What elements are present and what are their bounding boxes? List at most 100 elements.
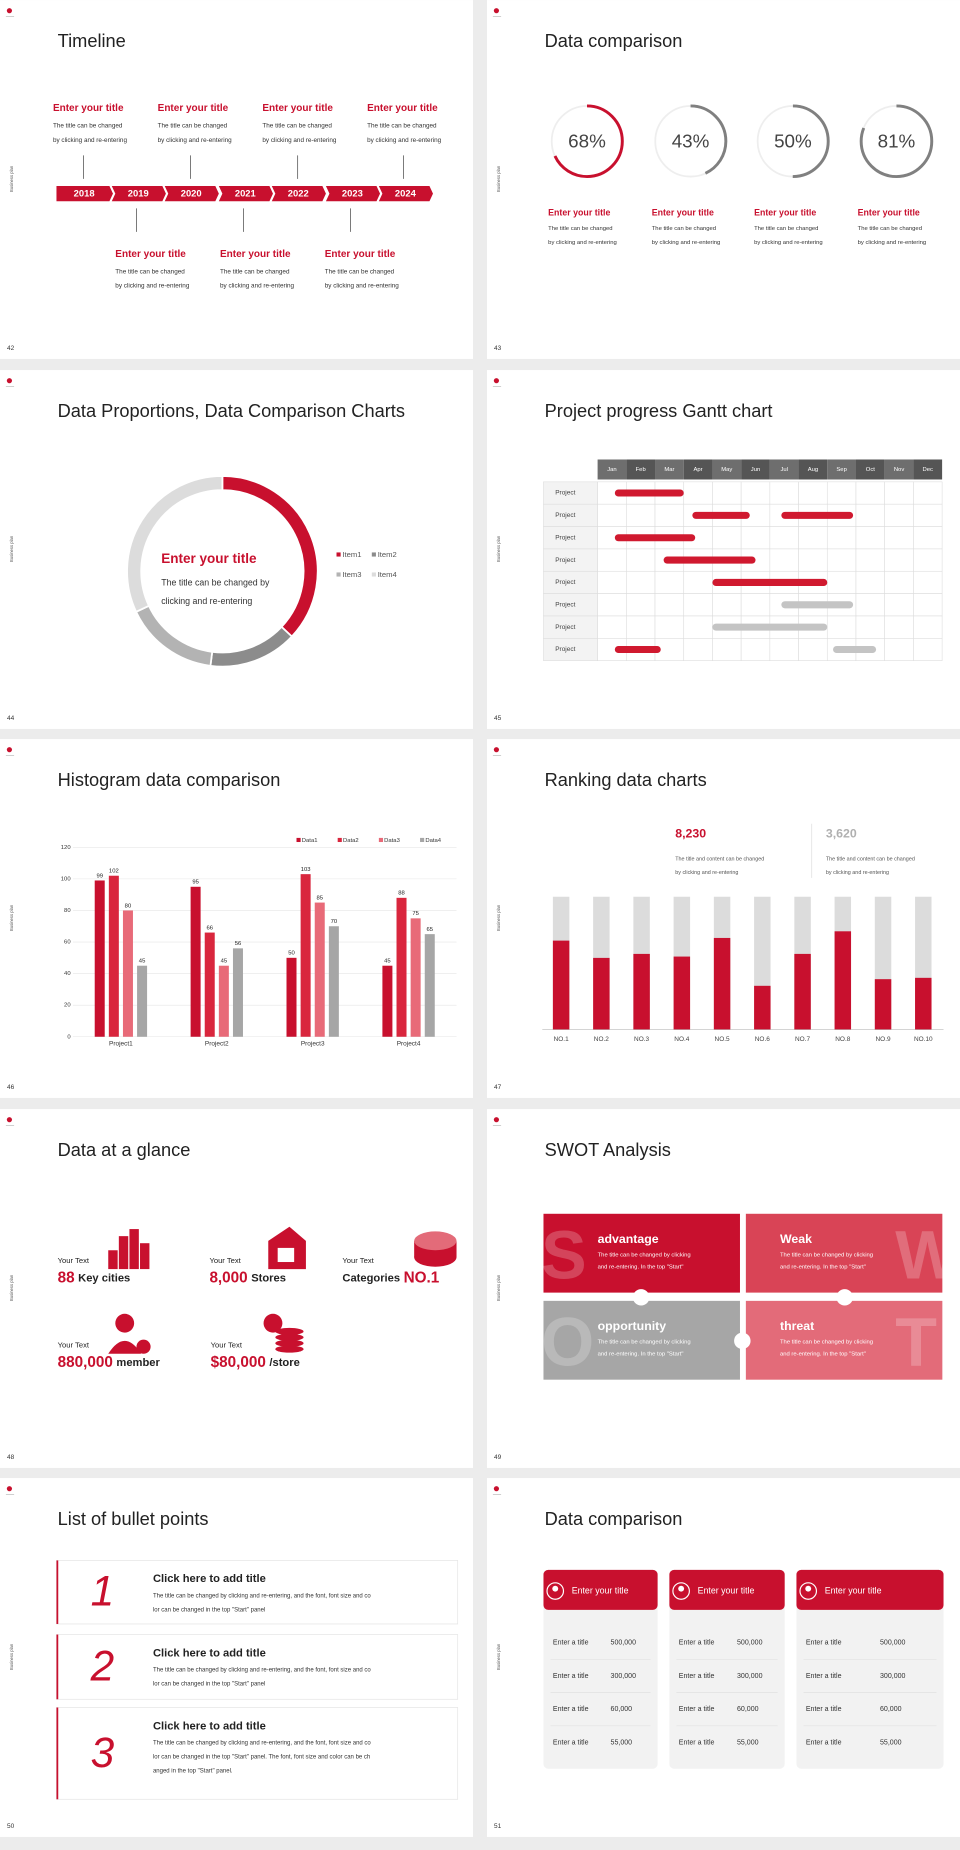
caption-title: Enter your title	[858, 207, 920, 217]
row-value: 300,000	[880, 1673, 906, 1680]
grid-cell	[884, 548, 914, 572]
grid-cell	[798, 481, 828, 504]
bar	[794, 953, 811, 1030]
grid-cell	[597, 592, 627, 616]
slide-background	[0, 0, 473, 359]
month-label: Nov	[894, 467, 905, 473]
card-title: Enter your title	[825, 1585, 882, 1595]
month-label: Oct	[866, 467, 876, 473]
icon-part	[275, 1339, 304, 1347]
x-tick-label: NO.1	[554, 1036, 570, 1043]
year-segment	[325, 185, 381, 202]
value-label: 103	[301, 867, 312, 873]
grid-cell	[913, 615, 943, 639]
item-label: Your Text	[342, 1255, 374, 1264]
grid-cell	[740, 525, 771, 549]
icon-part	[263, 1313, 283, 1333]
ring-label: 50%	[774, 130, 812, 151]
swot-text: The title can be changed by clicking	[780, 1339, 873, 1345]
slide-title: SWOT Analysis	[545, 1139, 671, 1160]
value-label: 88	[398, 891, 405, 897]
item-value: $80,000/store	[211, 1354, 300, 1371]
month-header	[626, 458, 656, 479]
caption-title: Enter your title	[754, 207, 816, 217]
slide: 48 Business plan Data at a glance Your Text…	[0, 1108, 473, 1468]
month-label: Apr	[694, 467, 703, 473]
swot-box	[543, 1213, 740, 1293]
slide-background	[0, 739, 473, 1098]
donut-segment	[126, 474, 224, 613]
x-tick-label: NO.6	[755, 1036, 771, 1043]
item-text: by clicking and re-entering	[262, 137, 337, 144]
card-title: Enter your title	[698, 1585, 755, 1595]
grid-cell	[884, 525, 914, 549]
slide-title: Histogram data comparison	[58, 769, 281, 790]
icon	[108, 1313, 151, 1354]
value-part: 88	[58, 1269, 75, 1286]
row-value: 300,000	[737, 1673, 763, 1680]
month-label: Mar	[664, 467, 674, 473]
list-accent	[56, 1707, 59, 1800]
ring-label: 81%	[878, 130, 916, 151]
gantt-bar	[614, 533, 696, 541]
icon	[263, 1313, 304, 1353]
y-tick-label: 80	[64, 908, 71, 914]
list-box	[56, 1707, 459, 1800]
year-label: 2024	[395, 188, 417, 199]
list-text: lor can be changed in the top "Start" pa…	[153, 1755, 370, 1761]
slide: 46 Business plan Histogram data comparison…	[0, 739, 473, 1098]
grid-cell	[913, 548, 943, 572]
item-title: Enter your title	[262, 103, 333, 114]
bar	[593, 957, 610, 1030]
slide: 44 Business plan Data Proportions, Data Co…	[0, 369, 473, 729]
gantt-bar	[833, 645, 877, 653]
swot-letter: O	[541, 1304, 594, 1380]
value-part: Key cities	[78, 1272, 130, 1284]
side-label: Business plan	[9, 1643, 14, 1670]
month-label: Aug	[808, 467, 818, 473]
legend-label: Item3	[342, 569, 361, 578]
caption-text: The title can be changed	[858, 226, 922, 232]
month-header	[769, 458, 799, 479]
grid-cell	[654, 592, 685, 616]
value-label: 99	[96, 873, 103, 879]
x-tick-label: Project4	[397, 1041, 421, 1048]
slide-title: List of bullet points	[58, 1508, 209, 1529]
item-value: 88 Key cities	[58, 1269, 131, 1286]
grid-cell	[798, 637, 828, 661]
y-tick-label: 60	[64, 940, 71, 946]
x-tick-label: Project2	[205, 1041, 229, 1048]
row-value: 60,000	[737, 1706, 759, 1713]
swot-heading: advantage	[598, 1231, 659, 1245]
row-label: Enter a title	[679, 1706, 715, 1713]
month-header	[712, 458, 742, 479]
bar	[396, 897, 407, 1037]
row-label: Enter a title	[679, 1740, 715, 1747]
year-segment	[164, 185, 219, 202]
legend-swatch	[336, 551, 341, 557]
list-number: 2	[90, 1642, 115, 1689]
ring-arc	[550, 104, 624, 179]
month-header	[855, 458, 885, 479]
row-label: Project	[555, 534, 575, 541]
month-label: Jan	[607, 467, 616, 473]
stat-value: 8,230	[675, 827, 706, 841]
value-label: 95	[192, 880, 199, 886]
grid-cell	[826, 570, 857, 594]
grid-cell	[884, 570, 914, 594]
value-label: 50	[288, 951, 295, 957]
card-icon	[546, 1582, 565, 1600]
bar	[754, 985, 771, 1030]
item-title: Enter your title	[220, 249, 291, 260]
slide-title: Data comparison	[545, 30, 683, 51]
bar	[314, 902, 325, 1037]
card-icon-dot	[678, 1585, 685, 1592]
bar	[137, 965, 148, 1037]
year-label: 2023	[342, 188, 363, 199]
month-header	[884, 458, 914, 479]
stat-text: by clicking and re-entering	[675, 870, 738, 876]
grid-cell	[626, 570, 656, 594]
item-text: The title can be changed	[53, 123, 123, 130]
grid-cell	[826, 481, 857, 504]
slide: 45 Business plan Project progress Gantt ch…	[487, 369, 960, 729]
